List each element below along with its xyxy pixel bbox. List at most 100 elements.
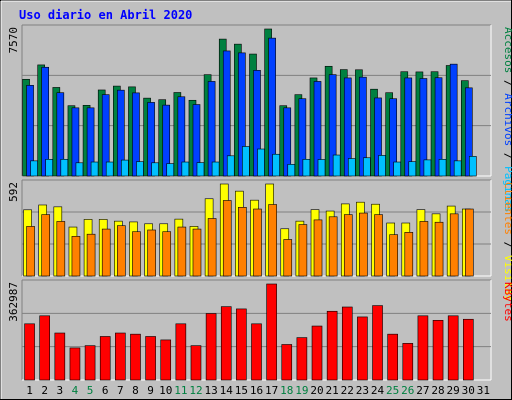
bar-clientes: [389, 234, 398, 277]
bar-clientes: [268, 204, 277, 277]
bar-kbytes: [463, 318, 474, 381]
bar-archivos: [389, 98, 397, 177]
bar-clientes: [26, 226, 35, 277]
bar-clientes: [101, 228, 111, 277]
bar-archivos: [132, 92, 140, 177]
bar-kbytes: [417, 315, 429, 381]
bar-páginas: [136, 161, 144, 177]
bar-archivos: [26, 85, 34, 177]
bar-páginas: [287, 164, 296, 177]
x-tick-label: 3: [57, 384, 64, 397]
x-tick-label: 31: [477, 384, 490, 397]
x-tick-label: 11: [174, 384, 187, 397]
bar-páginas: [469, 156, 477, 177]
bar-clientes: [162, 231, 172, 277]
bar-clientes: [359, 212, 368, 277]
bar-páginas: [75, 162, 84, 177]
bar-kbytes: [205, 313, 217, 381]
bar-archivos: [465, 87, 473, 177]
bar-kbytes: [326, 310, 338, 381]
bar-kbytes: [372, 305, 383, 381]
x-tick-label: 8: [132, 384, 139, 397]
bar-páginas: [90, 161, 99, 177]
bar-archivos: [313, 81, 322, 177]
bar-kbytes: [266, 283, 277, 381]
bar-páginas: [45, 158, 53, 177]
bar-archivos: [238, 52, 246, 177]
bar-archivos: [283, 107, 292, 177]
bar-kbytes: [145, 336, 156, 381]
bar-archivos: [374, 97, 382, 177]
x-tick-label: 18: [280, 384, 293, 397]
bar-clientes: [147, 229, 156, 277]
x-tick-label: 15: [235, 384, 248, 397]
bar-archivos: [419, 78, 428, 177]
bar-páginas: [226, 155, 235, 177]
x-tick-label: 17: [265, 384, 278, 397]
bar-clientes: [419, 221, 429, 277]
bar-kbytes: [432, 320, 444, 381]
bar-kbytes: [220, 306, 232, 381]
bar-kbytes: [84, 345, 96, 381]
bar-páginas: [30, 160, 38, 177]
bar-archivos: [41, 66, 49, 177]
legend-part: Visitas: [502, 255, 512, 301]
bar-clientes: [71, 236, 81, 277]
legend-label: KBytes: [502, 282, 512, 322]
bar-kbytes: [236, 308, 247, 381]
bar-clientes: [374, 214, 383, 277]
y-axis-max-label: 592: [7, 182, 20, 202]
bar-kbytes: [39, 315, 50, 381]
bar-archivos: [343, 77, 352, 177]
x-tick-label: 20: [310, 384, 323, 397]
bar-archivos: [222, 50, 231, 177]
bar-archivos: [117, 89, 125, 177]
bar-clientes: [434, 221, 444, 277]
bar-páginas: [363, 157, 371, 177]
bar-kbytes: [387, 333, 398, 381]
legend-part: /: [502, 146, 512, 166]
bar-páginas: [196, 162, 205, 177]
bar-archivos: [359, 76, 367, 177]
bar-archivos: [253, 70, 261, 177]
bar-kbytes: [251, 323, 262, 381]
accesses-panel: 7570 Accesos / Archivos / Páginas: [7, 24, 512, 212]
legend-part: Archivos: [502, 93, 512, 146]
bar-archivos: [192, 104, 201, 177]
x-tick-label: 14: [220, 384, 234, 397]
bar-archivos: [268, 37, 276, 177]
x-tick-label: 5: [87, 384, 94, 397]
bar-clientes: [207, 218, 217, 277]
x-tick-label: 10: [159, 384, 172, 397]
bar-clientes: [313, 219, 323, 277]
bar-archivos: [71, 107, 80, 177]
legend-part: /: [502, 73, 512, 93]
legend-label: Clientes / Visitas: [502, 182, 512, 301]
bar-páginas: [60, 158, 69, 177]
x-tick-label: 4: [72, 384, 79, 397]
legend-label: Accesos / Archivos / Páginas: [502, 27, 512, 212]
x-tick-label: 29: [447, 384, 460, 397]
x-tick-label: 2: [41, 384, 48, 397]
bar-kbytes: [311, 325, 323, 381]
x-tick-label: 6: [102, 384, 109, 397]
bar-kbytes: [115, 332, 126, 381]
bar-clientes: [41, 214, 50, 277]
bar-páginas: [317, 159, 326, 177]
bar-páginas: [166, 163, 175, 177]
x-tick-label: 16: [250, 384, 263, 397]
bar-páginas: [121, 159, 129, 177]
legend-part: Accesos: [502, 27, 512, 73]
bar-páginas: [438, 158, 447, 177]
bar-clientes: [177, 226, 187, 277]
bar-kbytes: [130, 333, 141, 381]
bar-clientes: [298, 224, 308, 277]
x-tick-label: 23: [356, 384, 369, 397]
bar-páginas: [408, 161, 417, 177]
bar-archivos: [434, 77, 443, 177]
bar-archivos: [207, 81, 216, 177]
bar-kbytes: [447, 315, 459, 381]
bar-clientes: [56, 221, 66, 277]
